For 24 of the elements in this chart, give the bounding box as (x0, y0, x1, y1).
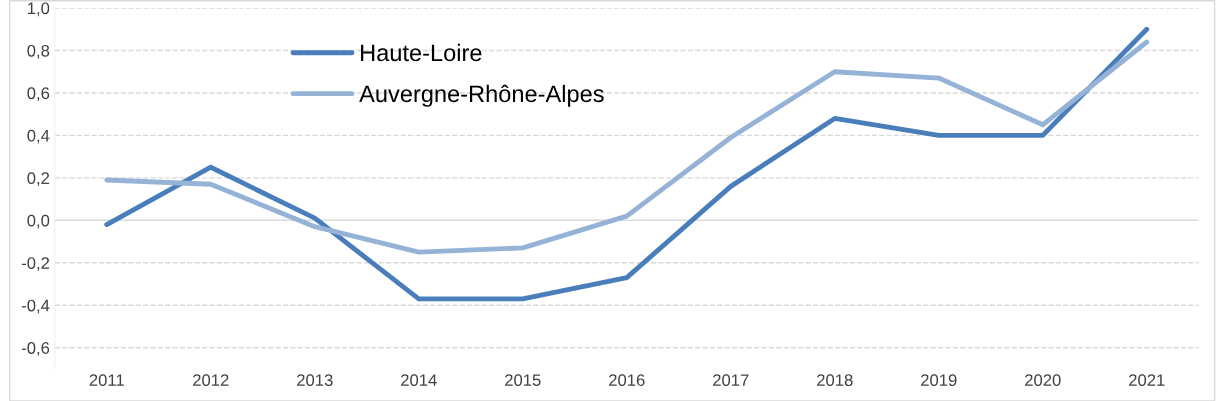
x-tick-label: 2018 (817, 374, 853, 387)
y-tick-label: -0,2 (21, 257, 50, 271)
y-tick-label: -0,6 (21, 342, 50, 356)
y-tick-label: 0,4 (27, 129, 50, 144)
x-tick-label: 2019 (921, 374, 957, 387)
y-tick-label: 1,0 (28, 2, 50, 17)
y-tick-label: -0,4 (21, 299, 50, 314)
legend-label: Haute-Loire (361, 43, 482, 62)
x-tick-label: 2017 (713, 374, 749, 387)
x-tick-label: 2020 (1025, 374, 1061, 387)
y-tick-label: 0,2 (27, 172, 50, 187)
x-tick-label: 2012 (193, 374, 229, 387)
x-tick-label: 2016 (609, 374, 645, 387)
y-tick-label: 0,8 (27, 44, 50, 59)
x-tick-label: 2013 (297, 374, 333, 387)
x-tick-label: 2021 (1129, 374, 1165, 387)
line-series (104, 26, 1150, 302)
x-tick-label: 2011 (89, 374, 124, 387)
x-tick-label: 2015 (505, 374, 541, 387)
y-tick-label: 0,0 (27, 214, 50, 229)
legend-label: Auvergne-Rhône-Alpes (359, 84, 604, 107)
y-tick-label: 0,6 (27, 87, 50, 102)
x-tick-label: 2014 (401, 374, 437, 387)
line-series (104, 39, 1150, 255)
